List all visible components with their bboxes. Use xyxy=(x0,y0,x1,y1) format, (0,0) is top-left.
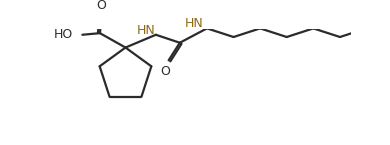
Text: HN: HN xyxy=(136,24,156,37)
Text: HN: HN xyxy=(184,17,203,30)
Text: O: O xyxy=(161,65,170,78)
Text: HO: HO xyxy=(53,28,73,41)
Text: O: O xyxy=(97,0,106,12)
